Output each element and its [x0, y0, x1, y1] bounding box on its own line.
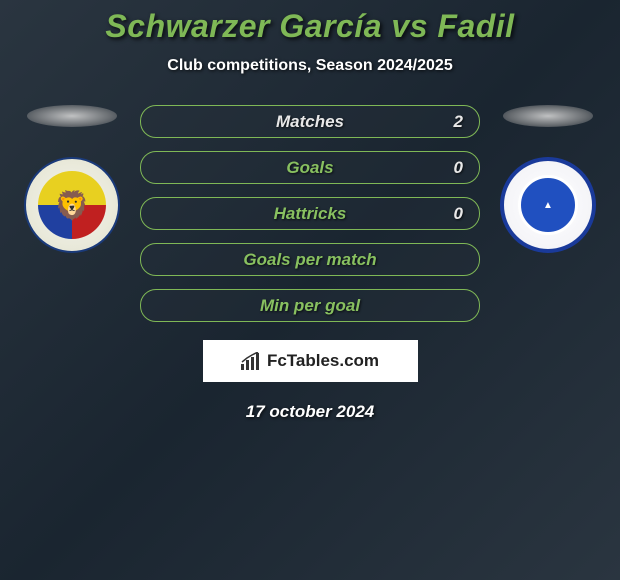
stat-row-matches: Matches 2	[140, 105, 480, 138]
logo-text: FcTables.com	[267, 351, 379, 371]
player-silhouette-right	[503, 105, 593, 127]
stat-value: 2	[454, 112, 463, 132]
stat-value: 0	[454, 158, 463, 178]
stats-panel: Matches 2 Goals 0 Hattricks 0 Goals per …	[140, 105, 480, 322]
stat-value: 0	[454, 204, 463, 224]
psis-badge-inner: ▲	[518, 175, 578, 235]
stat-row-goals: Goals 0	[140, 151, 480, 184]
arema-badge-inner: 🦁	[38, 171, 106, 239]
right-player-col: ▲	[498, 105, 598, 253]
stat-label: Goals	[286, 158, 333, 178]
chart-icon	[241, 352, 261, 370]
main-area: 🦁 Matches 2 Goals 0 Hattricks 0 Goals pe…	[0, 105, 620, 322]
infographic-container: Schwarzer García vs Fadil Club competiti…	[0, 0, 620, 422]
stat-label: Goals per match	[243, 250, 376, 270]
fctables-logo-box: FcTables.com	[203, 340, 418, 382]
stat-row-hattricks: Hattricks 0	[140, 197, 480, 230]
stat-row-min-per-goal: Min per goal	[140, 289, 480, 322]
arema-badge: 🦁	[24, 157, 120, 253]
page-title: Schwarzer García vs Fadil	[0, 8, 620, 45]
stat-label: Matches	[276, 112, 344, 132]
stat-label: Min per goal	[260, 296, 360, 316]
stat-label: Hattricks	[274, 204, 347, 224]
date-text: 17 october 2024	[0, 402, 620, 422]
psis-badge: ▲	[500, 157, 596, 253]
left-player-col: 🦁	[22, 105, 122, 253]
stat-row-goals-per-match: Goals per match	[140, 243, 480, 276]
subtitle: Club competitions, Season 2024/2025	[0, 57, 620, 75]
player-silhouette-left	[27, 105, 117, 127]
